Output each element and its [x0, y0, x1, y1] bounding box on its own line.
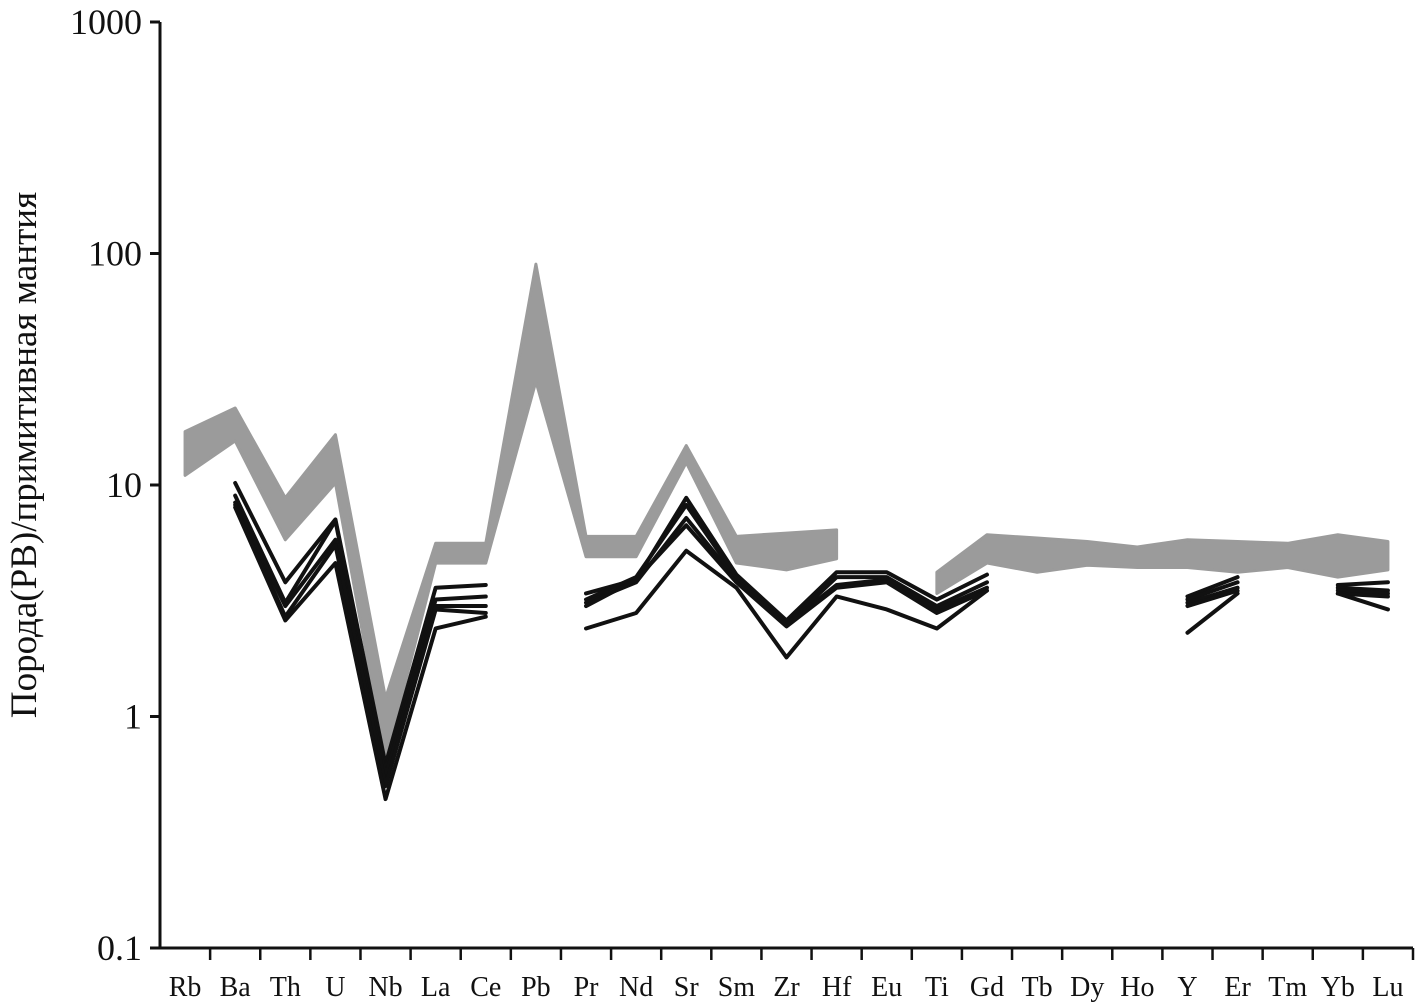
x-tick-label: Tb — [1022, 972, 1053, 1003]
x-tick-label: Eu — [871, 972, 902, 1003]
x-tick-label: Ba — [220, 972, 252, 1003]
series-1-line-3 — [1335, 585, 1390, 593]
x-tick-label: Tm — [1268, 972, 1307, 1003]
series-4-line-2 — [1185, 591, 1240, 635]
series-2-line-3 — [1335, 588, 1390, 596]
range-band-1 — [935, 533, 1390, 595]
x-tick-label: Pr — [574, 972, 600, 1003]
series-3-line-3 — [1335, 591, 1390, 599]
x-tick-label: Dy — [1070, 972, 1104, 1003]
x-tick-label: Sr — [674, 972, 700, 1003]
x-tick-label: Ho — [1120, 972, 1154, 1003]
range-band-0 — [183, 262, 839, 762]
x-tick-label: Lu — [1372, 972, 1403, 1003]
x-tick-label: Th — [270, 972, 301, 1003]
series-4-line-1 — [584, 548, 989, 660]
x-tick-label: Yb — [1321, 972, 1355, 1003]
x-tick-label: Pb — [521, 972, 551, 1003]
series-0-line-2 — [1185, 575, 1240, 599]
series-2-line-2 — [1185, 585, 1240, 605]
axes — [158, 22, 1413, 950]
x-tick-label: Ti — [925, 972, 949, 1003]
y-tick-label: 0.1 — [97, 928, 142, 968]
series-layer — [233, 481, 1390, 802]
x-tick-label: Nb — [368, 972, 402, 1003]
series-1-line-2 — [1185, 580, 1240, 602]
x-tick-label: Ce — [470, 972, 501, 1003]
series-4-line-3 — [1335, 591, 1390, 612]
range-band-layer — [183, 262, 1390, 762]
x-tick-label: La — [421, 972, 451, 1003]
x-tick-label: Sm — [718, 972, 756, 1003]
x-tick-label: Nd — [619, 972, 653, 1003]
y-tick-label: 10 — [106, 465, 142, 505]
x-tick-label: Er — [1224, 972, 1251, 1003]
series-3-line-1 — [584, 523, 989, 629]
y-tick-label: 100 — [88, 234, 142, 274]
y-tick-label: 1 — [124, 697, 142, 737]
series-4-line-0 — [233, 505, 488, 802]
x-tick-label: Y — [1177, 972, 1197, 1003]
y-axis-title: Порода(РВ)/примитивная мантия — [4, 192, 45, 718]
x-tick-label: Hf — [822, 972, 852, 1003]
y-tick-label: 1000 — [70, 2, 142, 42]
ticks-layer: 0.1 1 10 100 1000 Rb Ba Th U Nb La Ce Pb Pr Nd Sr Sm Zr Hf… — [70, 2, 1415, 1003]
x-tick-label: Gd — [970, 972, 1004, 1003]
series-0-line-3 — [1335, 580, 1390, 587]
x-tick-label: Rb — [169, 972, 202, 1003]
x-tick-label: Zr — [773, 972, 800, 1003]
x-tick-label: U — [325, 972, 345, 1003]
series-3-line-2 — [1185, 588, 1240, 609]
